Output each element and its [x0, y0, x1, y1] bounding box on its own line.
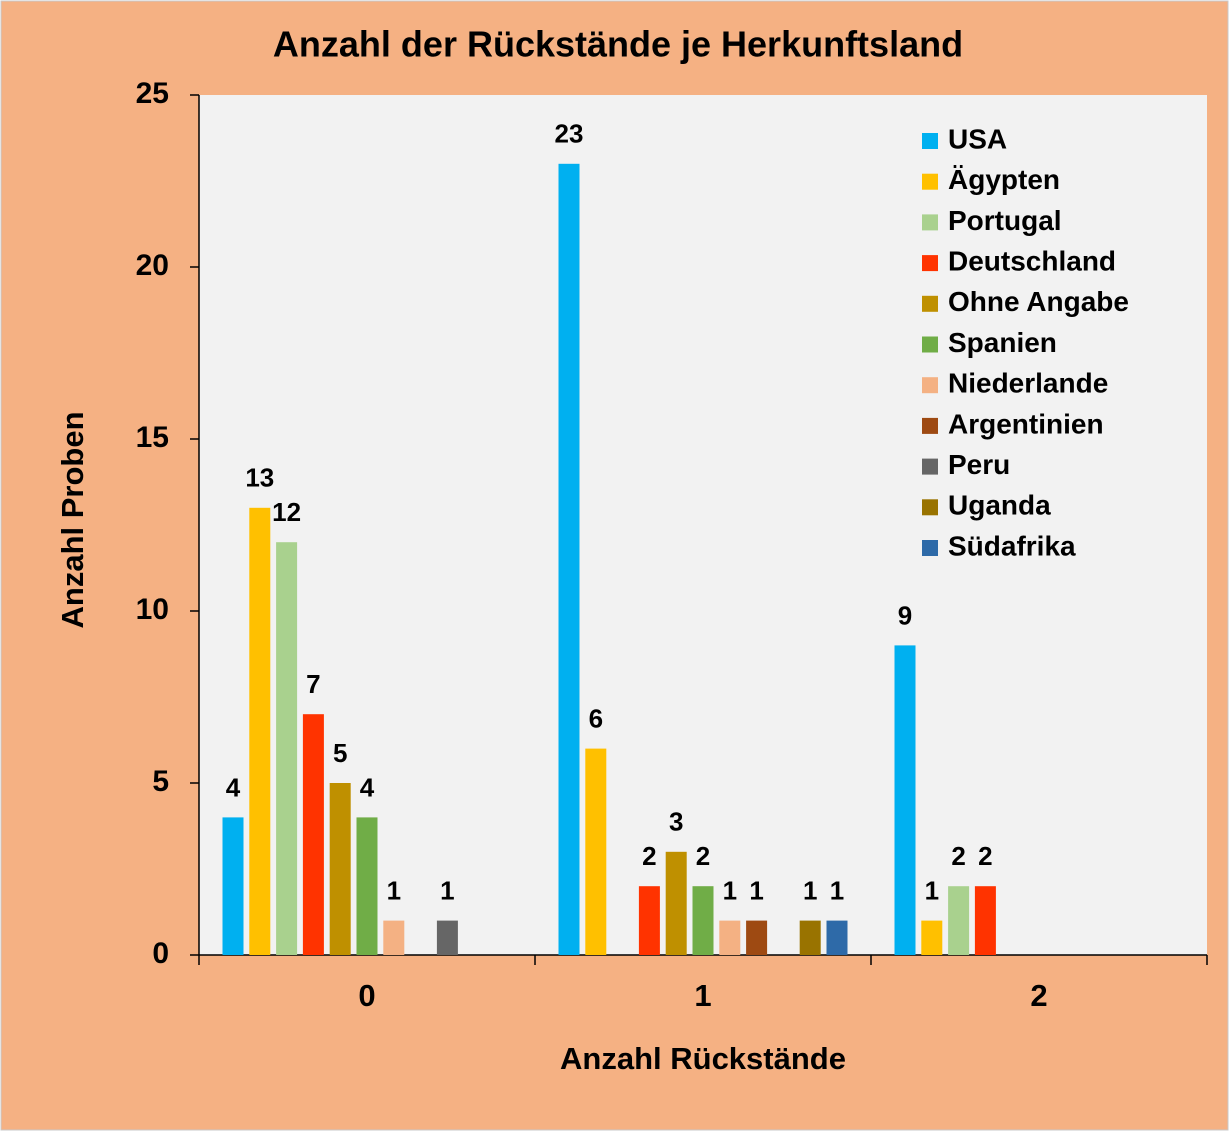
legend-label: Niederlande [948, 368, 1108, 399]
y-tick-label: 20 [136, 249, 169, 282]
bar [921, 920, 943, 955]
bar [894, 645, 916, 955]
bar [436, 920, 458, 955]
legend-swatch [922, 540, 938, 556]
legend-label: Argentinien [948, 408, 1104, 439]
legend-swatch [922, 336, 938, 353]
bar [692, 886, 714, 955]
legend-label: Ägypten [948, 164, 1060, 195]
x-tick-label: 0 [358, 978, 375, 1013]
data-label: 1 [723, 875, 737, 905]
bar [249, 507, 271, 955]
data-label: 3 [669, 807, 683, 837]
y-tick-label: 15 [136, 421, 169, 454]
data-label: 1 [440, 875, 454, 905]
x-axis-label: Anzahl Rückstände [560, 1041, 846, 1076]
data-label: 1 [830, 875, 844, 905]
x-tick-label: 1 [694, 978, 711, 1013]
data-label: 4 [360, 772, 375, 802]
bar [585, 748, 607, 955]
data-label: 2 [951, 841, 965, 871]
data-label: 2 [696, 841, 710, 871]
bar [719, 920, 741, 955]
data-label: 7 [306, 669, 320, 699]
legend-swatch [922, 133, 938, 149]
data-label: 2 [642, 841, 656, 871]
legend-swatch [922, 295, 938, 312]
bar [383, 920, 405, 955]
bar [302, 714, 324, 955]
legend-label: Ohne Angabe [948, 286, 1129, 317]
bar [638, 886, 660, 955]
data-label: 13 [245, 463, 274, 493]
bar [974, 886, 996, 955]
legend-swatch [922, 377, 938, 394]
x-tick-label: 2 [1030, 978, 1047, 1013]
legend-label: Peru [948, 449, 1010, 480]
y-axis-label: Anzahl Proben [55, 411, 90, 628]
data-label: 9 [898, 600, 912, 630]
bar [276, 542, 298, 955]
bar [799, 920, 821, 955]
data-label: 1 [925, 875, 939, 905]
bar [665, 851, 687, 955]
chart-title: Anzahl der Rückstände je Herkunftsland [273, 24, 963, 65]
data-label: 5 [333, 738, 347, 768]
data-label: 1 [803, 875, 817, 905]
legend-label: Portugal [948, 205, 1062, 236]
bar [558, 163, 580, 956]
legend-label: Deutschland [948, 245, 1116, 276]
legend-swatch [922, 417, 938, 434]
bar [222, 817, 244, 955]
legend-label: Uganda [948, 490, 1051, 521]
bar [826, 920, 848, 955]
bar [356, 817, 378, 955]
bar [746, 920, 768, 955]
bar [948, 886, 970, 955]
data-label: 1 [387, 875, 401, 905]
data-label: 6 [589, 703, 603, 733]
legend-swatch [922, 255, 938, 272]
data-label: 23 [555, 119, 584, 149]
data-label: 1 [749, 875, 763, 905]
y-tick-label: 5 [152, 765, 169, 798]
legend-swatch [922, 499, 938, 516]
legend-swatch [922, 173, 938, 190]
y-tick-label: 25 [136, 77, 169, 110]
data-label: 4 [226, 772, 241, 802]
legend-label: Südafrika [948, 530, 1076, 561]
plot-area [199, 95, 1207, 955]
y-tick-label: 10 [136, 593, 169, 626]
data-label: 12 [272, 497, 301, 527]
y-tick-label: 0 [152, 937, 169, 970]
legend-label: USA [948, 123, 1007, 154]
bar [329, 783, 351, 955]
data-label: 2 [978, 841, 992, 871]
legend-label: Spanien [948, 327, 1057, 358]
legend-swatch [922, 458, 938, 475]
legend-swatch [922, 214, 938, 231]
